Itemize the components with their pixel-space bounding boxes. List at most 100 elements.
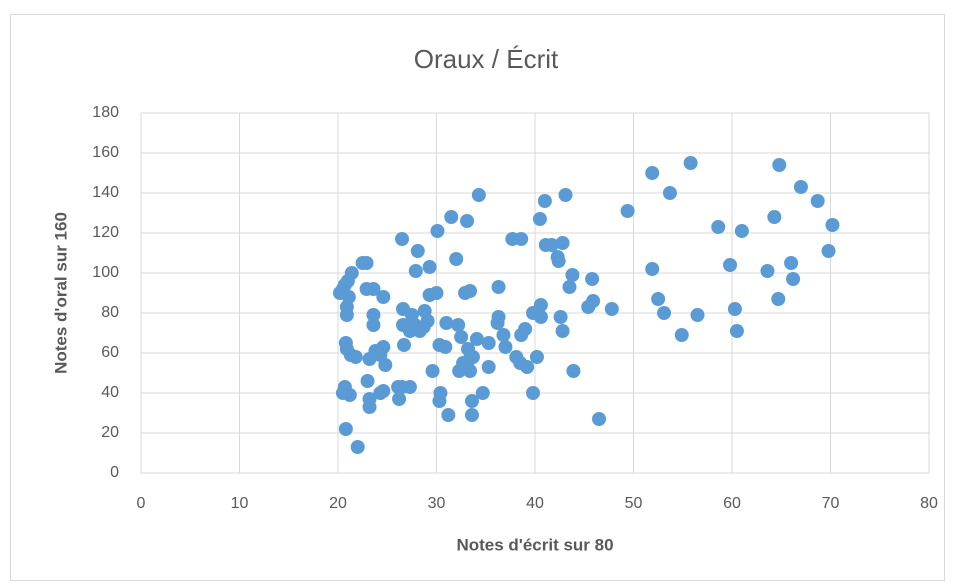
point xyxy=(402,380,417,394)
point xyxy=(439,316,454,330)
point xyxy=(342,388,357,402)
y-tick-label: 60 xyxy=(101,344,119,361)
point xyxy=(825,218,840,232)
point xyxy=(734,224,749,238)
point xyxy=(376,384,391,398)
point xyxy=(429,286,444,300)
point xyxy=(657,306,672,320)
point xyxy=(711,220,726,234)
point xyxy=(498,340,513,354)
point xyxy=(417,304,432,318)
point xyxy=(490,316,505,330)
point xyxy=(533,310,548,324)
point xyxy=(645,166,660,180)
point xyxy=(366,318,381,332)
point xyxy=(767,210,782,224)
point xyxy=(449,252,464,266)
point xyxy=(396,338,411,352)
point xyxy=(430,224,445,238)
point xyxy=(786,272,801,286)
point xyxy=(727,302,742,316)
point xyxy=(729,324,744,338)
point xyxy=(425,364,440,378)
y-tick-label: 40 xyxy=(101,384,119,401)
point xyxy=(350,440,365,454)
point xyxy=(359,256,374,270)
point xyxy=(690,308,705,322)
point xyxy=(662,186,677,200)
point xyxy=(585,272,600,286)
point xyxy=(544,238,559,252)
point xyxy=(514,232,529,246)
x-axis-title: Notes d'écrit sur 80 xyxy=(456,535,613,554)
point xyxy=(586,294,601,308)
point xyxy=(551,254,566,268)
point xyxy=(532,212,547,226)
point xyxy=(565,268,580,282)
point xyxy=(793,180,808,194)
point xyxy=(533,298,548,312)
point xyxy=(558,188,573,202)
x-tick-label: 40 xyxy=(526,495,544,512)
point xyxy=(760,264,775,278)
point xyxy=(772,158,787,172)
point xyxy=(592,412,607,426)
x-tick-label: 30 xyxy=(428,495,446,512)
point xyxy=(360,374,375,388)
point xyxy=(462,364,477,378)
point xyxy=(784,256,799,270)
y-tick-label: 140 xyxy=(92,184,119,201)
point xyxy=(475,386,490,400)
point xyxy=(438,340,453,354)
y-tick-label: 100 xyxy=(92,264,119,281)
point xyxy=(462,284,477,298)
point xyxy=(376,340,391,354)
point xyxy=(674,328,689,342)
point xyxy=(465,350,480,364)
point xyxy=(454,330,469,344)
point xyxy=(651,292,666,306)
point xyxy=(471,188,486,202)
point xyxy=(410,244,425,258)
y-tick-label: 180 xyxy=(92,104,119,121)
point xyxy=(604,302,619,316)
point xyxy=(496,328,511,342)
point xyxy=(344,266,359,280)
point xyxy=(469,332,484,346)
point xyxy=(645,262,660,276)
x-tick-label: 70 xyxy=(822,495,840,512)
point xyxy=(464,394,479,408)
y-axis-title: Notes d'oral sur 160 xyxy=(51,212,70,374)
point xyxy=(366,308,381,322)
x-tick-label: 80 xyxy=(920,495,938,512)
point xyxy=(529,350,544,364)
point xyxy=(620,204,635,218)
point xyxy=(348,350,363,364)
y-tick-label: 160 xyxy=(92,144,119,161)
point xyxy=(366,282,381,296)
point xyxy=(821,244,836,258)
point xyxy=(422,260,437,274)
point xyxy=(408,264,423,278)
point xyxy=(481,336,496,350)
point xyxy=(526,386,541,400)
x-tick-label: 50 xyxy=(625,495,643,512)
chart-title: Oraux / Écrit xyxy=(414,44,559,74)
point xyxy=(362,400,377,414)
x-tick-label: 0 xyxy=(137,495,146,512)
point xyxy=(491,280,506,294)
point xyxy=(810,194,825,208)
y-tick-label: 0 xyxy=(110,464,119,481)
point xyxy=(537,194,552,208)
x-tick-label: 60 xyxy=(723,495,741,512)
point xyxy=(555,324,570,338)
point xyxy=(451,318,466,332)
point xyxy=(395,232,410,246)
point xyxy=(441,408,456,422)
point xyxy=(771,292,786,306)
point xyxy=(338,422,353,436)
point xyxy=(444,210,459,224)
point xyxy=(481,360,496,374)
x-tick-label: 10 xyxy=(231,495,249,512)
y-tick-label: 120 xyxy=(92,224,119,241)
